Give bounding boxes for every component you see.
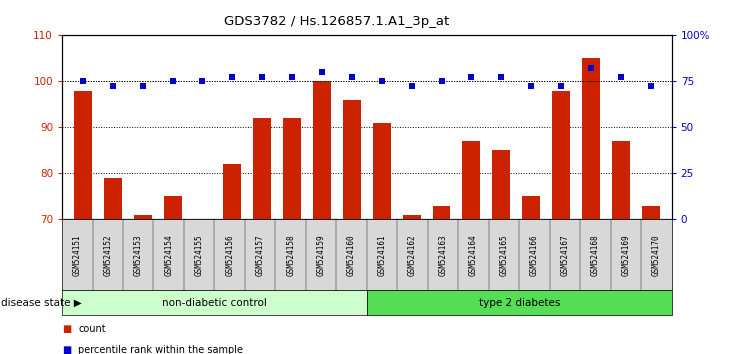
Text: disease state ▶: disease state ▶ [1, 298, 82, 308]
Bar [642, 206, 660, 219]
Text: percentile rank within the sample: percentile rank within the sample [78, 346, 243, 354]
Bar [283, 118, 301, 219]
Text: GSM524161: GSM524161 [377, 234, 387, 276]
Point [615, 74, 626, 80]
Bar [74, 91, 92, 219]
Point [346, 74, 358, 80]
Bar [253, 118, 272, 219]
Text: GSM524154: GSM524154 [164, 234, 173, 276]
Point [137, 83, 149, 89]
Bar [373, 123, 391, 219]
Point [226, 74, 238, 80]
Text: GSM524158: GSM524158 [286, 234, 295, 276]
Point [376, 79, 388, 84]
Text: GSM524167: GSM524167 [561, 234, 569, 276]
Text: GSM524152: GSM524152 [103, 234, 112, 276]
Text: GSM524155: GSM524155 [195, 234, 204, 276]
Bar [462, 141, 480, 219]
Text: ■: ■ [62, 346, 72, 354]
Text: GSM524163: GSM524163 [439, 234, 447, 276]
Point [107, 83, 119, 89]
Text: count: count [78, 324, 106, 334]
Bar [164, 196, 182, 219]
Text: GSM524153: GSM524153 [134, 234, 143, 276]
Text: GSM524164: GSM524164 [469, 234, 478, 276]
Point [556, 83, 567, 89]
Text: GSM524162: GSM524162 [408, 234, 417, 276]
Point [166, 79, 178, 84]
Bar [492, 150, 510, 219]
Text: ■: ■ [62, 324, 72, 334]
Point [585, 65, 596, 70]
Text: GSM524151: GSM524151 [73, 234, 82, 276]
Bar [223, 164, 242, 219]
Bar [403, 215, 420, 219]
Bar [343, 100, 361, 219]
Bar [612, 141, 630, 219]
Point [496, 74, 507, 80]
Bar [522, 196, 540, 219]
Bar [552, 91, 570, 219]
Text: GSM524169: GSM524169 [621, 234, 631, 276]
Point [256, 74, 268, 80]
Point [466, 74, 477, 80]
Bar [134, 215, 152, 219]
Text: GSM524170: GSM524170 [652, 234, 661, 276]
Text: GSM524160: GSM524160 [347, 234, 356, 276]
Text: GSM524165: GSM524165 [499, 234, 509, 276]
Text: GSM524168: GSM524168 [591, 234, 600, 276]
Text: GDS3782 / Hs.126857.1.A1_3p_at: GDS3782 / Hs.126857.1.A1_3p_at [223, 15, 449, 28]
Text: GSM524166: GSM524166 [530, 234, 539, 276]
Point [196, 79, 208, 84]
Bar [313, 81, 331, 219]
Point [286, 74, 298, 80]
Text: type 2 diabetes: type 2 diabetes [479, 298, 560, 308]
Bar [433, 206, 450, 219]
Bar [104, 178, 122, 219]
Point [645, 83, 656, 89]
Text: GSM524156: GSM524156 [225, 234, 234, 276]
Point [406, 83, 418, 89]
Point [77, 79, 89, 84]
Point [316, 69, 328, 75]
Text: GSM524157: GSM524157 [255, 234, 265, 276]
Bar [582, 58, 600, 219]
Text: GSM524159: GSM524159 [317, 234, 326, 276]
Point [436, 79, 447, 84]
Text: non-diabetic control: non-diabetic control [162, 298, 267, 308]
Point [526, 83, 537, 89]
